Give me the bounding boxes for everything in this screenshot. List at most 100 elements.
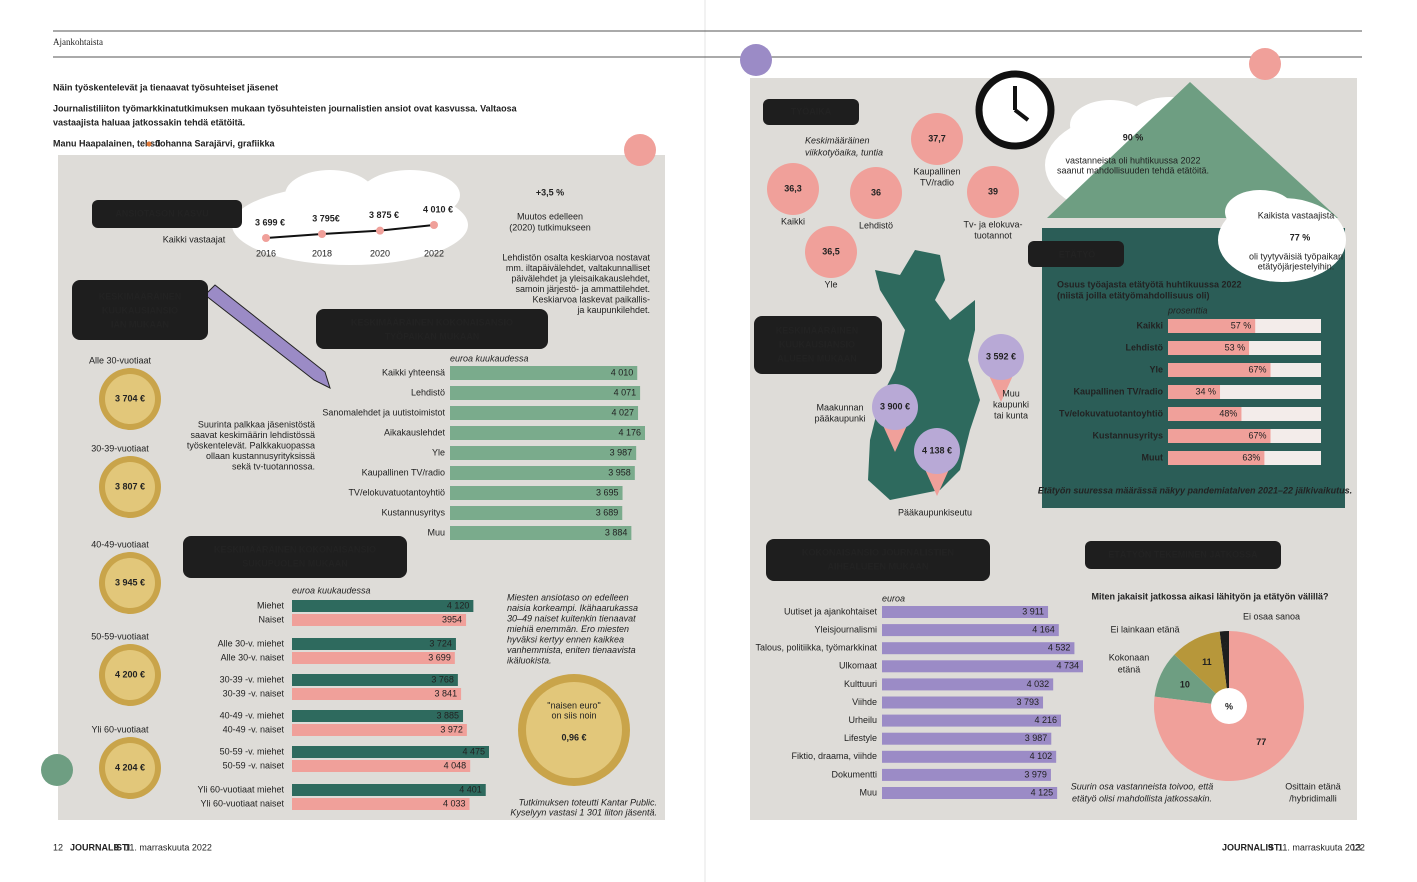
note: päivälehdet ja yleisaikakauslehdet, (511, 273, 650, 283)
tag-title: ETÄTYÖN TEKEMINEN JATKOSSA (1108, 549, 1258, 559)
bar (1168, 363, 1271, 377)
amount: 39 (988, 186, 998, 196)
category-label: Pääkaupunkiseutu (898, 507, 972, 517)
data-label: 3 699 € (255, 217, 285, 227)
data-label: 3 911 (1022, 606, 1044, 616)
big-number: 77 % (1290, 232, 1311, 242)
category-label: Miehet (257, 600, 285, 610)
bar (292, 614, 467, 626)
category-label: Lehdistö (411, 387, 445, 397)
data-label: 67% (1248, 430, 1266, 440)
note: vanhemmista, eniten tienaavista (507, 645, 636, 655)
category-label: Maakunnan (816, 402, 863, 412)
data-label: 3 885 (436, 710, 459, 720)
subtitle: viikkotyöaika, tuntia (805, 147, 883, 157)
bar (292, 710, 464, 722)
tag-title: KUUKAUSIANSIO (102, 305, 178, 315)
bar (1168, 407, 1242, 421)
category-label: Muu (1002, 388, 1020, 398)
category-label: pääkaupunki (814, 413, 865, 423)
data-label: 57 % (1231, 320, 1252, 330)
note: saavat keskimäärin lehdistössä (190, 430, 315, 440)
amount: 4 200 € (115, 669, 145, 679)
category-label: TV/radio (920, 177, 954, 187)
category-label: Yli 60-vuotiaat (91, 724, 149, 734)
coin-face (105, 743, 155, 793)
note: hyväksi kertyy ennen kaikkea (507, 634, 624, 644)
subtitle: (niistä joilla etätyömahdollisuus oli) (1057, 290, 1210, 300)
point (430, 221, 438, 229)
category-label: 30-39 -v. miehet (220, 674, 285, 684)
tag-title: KESKIMÄÄRÄINEN (99, 291, 182, 301)
category-label: Osittain etänä (1285, 781, 1341, 791)
pin-icon (740, 44, 772, 76)
data-label: 3 695 (596, 487, 619, 497)
point (318, 229, 326, 238)
note: vastanneista oli huhtikuussa 2022 (1065, 155, 1200, 165)
line (265, 224, 435, 239)
tag-title: KUUKAUSIANSIO (779, 339, 855, 349)
bar (882, 624, 1059, 637)
page-title: Näin työskentelevät ja tienaavat työsuht… (53, 82, 278, 92)
note: saanut mahdollisuuden tehdä etätöitä. (1057, 165, 1209, 175)
data-label: 4 475 (462, 746, 485, 756)
point (262, 234, 270, 242)
category-label: tuotannot (974, 230, 1012, 240)
pie-slice (1219, 631, 1229, 706)
data-label: 3 979 (1024, 769, 1047, 779)
subtitle: Keskimääräinen (805, 135, 870, 145)
tag-title: KESKIMÄÄRÄINEN KOKONAISANSIO (214, 544, 376, 554)
tag-title: ANSIOTASON KASVU (115, 208, 208, 218)
note: työskentelevät. Palkkakuopassa (187, 440, 315, 450)
note: mm. iltapäivälehdet, valtakunnalliset (506, 263, 651, 273)
data-label: 67% (1248, 364, 1266, 374)
category-label: Ulkomaat (839, 661, 878, 671)
data-label: 3 768 (431, 674, 454, 684)
data-label: 3954 (442, 614, 462, 624)
amount: 3 900 € (880, 401, 910, 411)
amount: 3 945 € (115, 577, 145, 587)
category-label: Muu (427, 527, 445, 537)
bar (292, 688, 462, 700)
category-label: Talous, politiikka, työmarkkinat (755, 643, 877, 653)
pie-center (1211, 688, 1247, 724)
category-label: Kaupallinen (913, 166, 960, 176)
category-label: Kaupallinen TV/radio (362, 467, 445, 477)
bar (882, 696, 1044, 709)
data-label: 4 125 (1031, 787, 1054, 797)
byline: Manu Haapalainen, teksti (53, 138, 161, 148)
pin (978, 334, 1024, 380)
bar (882, 660, 1083, 673)
category-label: etänä (1118, 664, 1141, 674)
category-label: Kaikki (1136, 320, 1163, 330)
note: sekä tv-tuotannossa. (232, 461, 315, 471)
category-label: Muu (859, 787, 877, 797)
category-label: kaupunki (993, 399, 1029, 409)
note: etätyöjärjestelyihin. (1258, 261, 1335, 271)
category-label: /hybridimalli (1289, 793, 1337, 803)
category-label: Yli 60-vuotiaat miehet (197, 784, 284, 794)
bar (1168, 451, 1265, 465)
bar (1168, 429, 1271, 443)
point (376, 226, 384, 235)
bar (1168, 319, 1256, 333)
category-label: Ei osaa sanoa (1243, 611, 1300, 621)
tag-title: ETÄTYÖ (1059, 249, 1096, 259)
data-label: 4 010 € (423, 204, 453, 214)
center-label: % (1225, 701, 1233, 711)
bar (882, 768, 1051, 781)
note: Suurin osa vastanneista toivoo, että (1071, 781, 1214, 791)
pin-icon (41, 754, 73, 786)
category-label: 40-49 -v. naiset (223, 724, 285, 734)
note: Kaikista vastaajista (1258, 210, 1335, 220)
category-label: 30-39-vuotiaat (91, 443, 149, 453)
data-label: 4 216 (1034, 715, 1057, 725)
bar (450, 466, 635, 480)
data-label: 4 032 (1027, 679, 1050, 689)
category-label: Alle 30-vuotiaat (89, 355, 152, 365)
tag-title: KESKIMÄÄRÄINEN KOKONAISANSIO (351, 317, 513, 327)
note: Suurinta palkkaa jäsenistöstä (198, 419, 315, 429)
category-label: Lifestyle (844, 733, 877, 743)
x-label: 2022 (424, 248, 444, 258)
date: 11. marraskuuta 2022 (1278, 842, 1365, 852)
